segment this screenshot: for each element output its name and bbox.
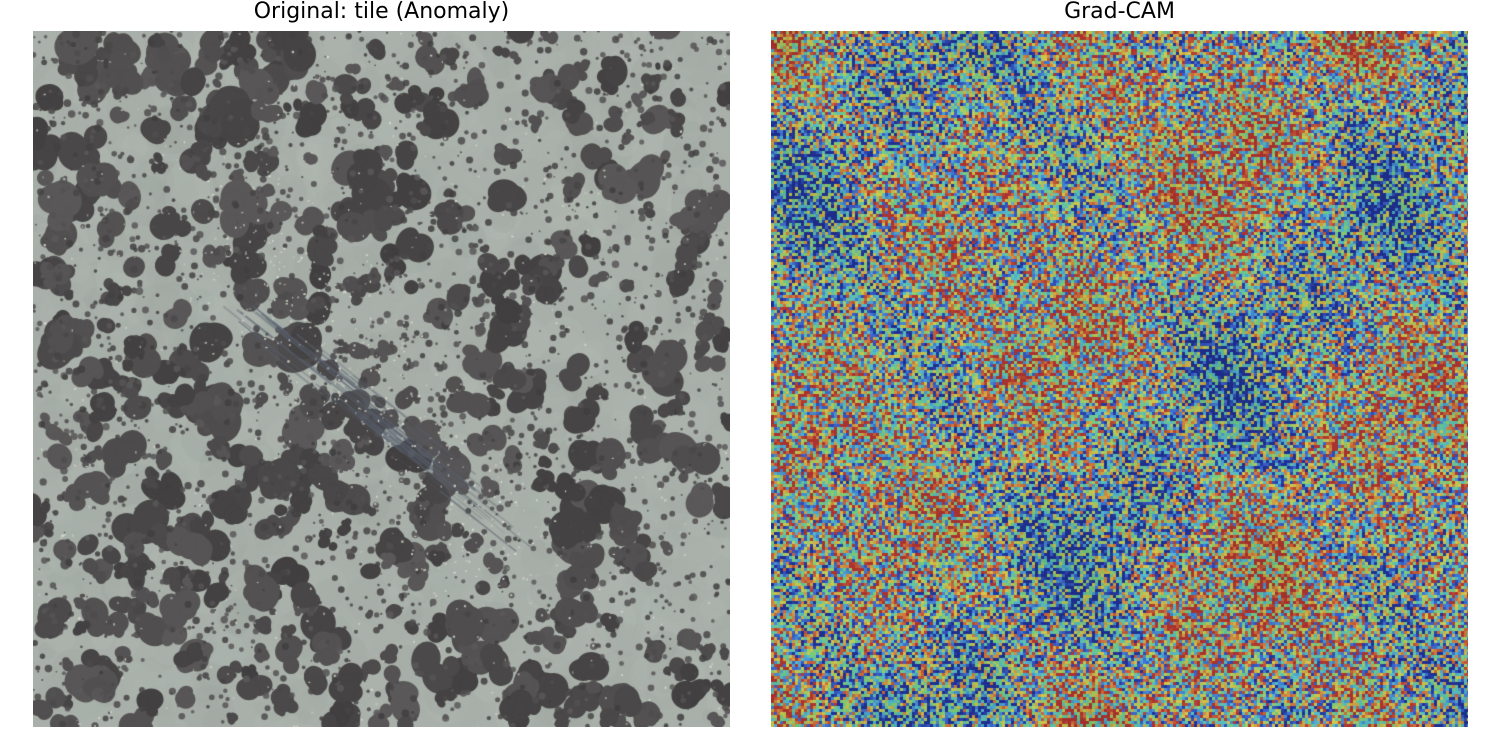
gradcam-title: Grad-CAM [771,0,1468,26]
original-image-title: Original: tile (Anomaly) [33,0,730,26]
original-tile-image [33,31,730,727]
gradcam-heatmap-image [771,31,1468,727]
original-tile-canvas [33,31,730,727]
gradcam-heatmap-canvas [771,31,1468,727]
